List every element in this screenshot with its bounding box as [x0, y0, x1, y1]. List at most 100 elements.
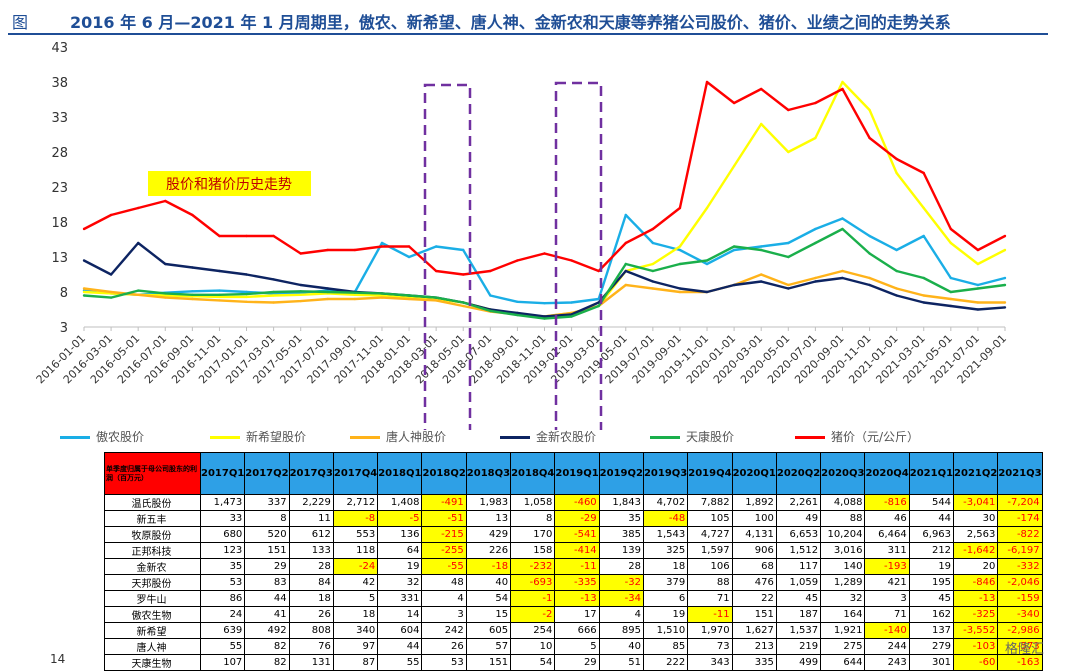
- profit-cell: 244: [864, 638, 910, 655]
- data-point: [895, 157, 898, 161]
- data-point: [949, 276, 953, 280]
- profit-cell: 385: [598, 526, 644, 543]
- profit-cell: 337: [244, 494, 290, 511]
- data-point: [1003, 306, 1007, 309]
- table-row: 新五丰 33 8 11 -8 -5 -51 13 8 -29 35 -48 105 100 49 88 46 44…: [104, 510, 1043, 527]
- profit-cell: 53: [199, 574, 246, 591]
- profit-cell: 40: [598, 638, 644, 655]
- data-point: [326, 297, 329, 301]
- data-point: [868, 283, 871, 287]
- data-point: [543, 315, 546, 318]
- profit-cell: 544: [908, 494, 955, 511]
- data-point: [462, 273, 465, 276]
- data-point: [651, 241, 655, 245]
- profit-cell: -215: [421, 526, 467, 543]
- profit-cell: 151: [731, 606, 777, 623]
- profit-cell: 325: [642, 542, 689, 559]
- profit-cell: -335: [554, 574, 600, 591]
- profit-cell: 604: [377, 622, 423, 639]
- data-point: [760, 273, 763, 276]
- data-point: [705, 206, 709, 210]
- table-row: 傲农生物 24 41 26 18 14 3 15 -2 17 4 19 -11 151 187 164 71 16…: [104, 606, 1043, 623]
- data-point: [760, 87, 763, 91]
- profit-cell: 1,597: [687, 542, 733, 559]
- profit-cell: -11: [687, 606, 733, 623]
- data-point: [136, 241, 140, 245]
- data-point: [705, 262, 709, 266]
- data-point: [516, 311, 519, 315]
- profit-cell: 254: [510, 622, 556, 639]
- data-point: [787, 241, 790, 245]
- data-point: [326, 287, 329, 290]
- profit-cell: 19: [642, 606, 689, 623]
- profit-cell: 158: [510, 542, 556, 559]
- series-line: [83, 227, 1006, 320]
- data-point: [624, 283, 627, 287]
- data-point: [787, 108, 790, 112]
- profit-cell: 137: [908, 622, 955, 639]
- profit-cell: 35: [199, 558, 246, 575]
- table-header-row: 单季度归属于母公司股东的利润（百万元） 2017Q1 2017Q2 2017Q3 20…: [104, 452, 1043, 495]
- profit-cell: 520: [244, 526, 290, 543]
- profit-cell: 42: [332, 574, 379, 591]
- data-point: [651, 287, 655, 290]
- data-point: [570, 301, 573, 304]
- legend-item: 猪价（元/公斤）: [795, 428, 919, 445]
- quarter-header: 2019Q1: [554, 452, 600, 495]
- profit-cell: -255: [421, 542, 467, 559]
- stray-axis-tick: 14: [50, 652, 66, 666]
- series-1: [82, 80, 1007, 318]
- profit-cell: 1,059: [775, 574, 822, 591]
- profit-cell: 5: [554, 638, 600, 655]
- y-tick-label: 13: [51, 251, 68, 266]
- company-name: 天邦股份: [104, 574, 201, 591]
- profit-cell: 88: [687, 574, 733, 591]
- profit-cell: 22: [731, 590, 777, 607]
- quarter-header: 2019Q3: [642, 452, 689, 495]
- data-point: [705, 290, 709, 294]
- profit-cell: 45: [908, 590, 955, 607]
- legend-label: 唐人神股价: [386, 430, 447, 444]
- data-point: [841, 227, 844, 231]
- profit-cell: -332: [997, 558, 1043, 575]
- data-point: [489, 309, 492, 313]
- data-point: [299, 283, 302, 287]
- profit-cell: 5: [332, 590, 379, 607]
- company-name: 新希望: [104, 622, 201, 639]
- data-point: [976, 287, 980, 290]
- profit-cell: 32: [820, 590, 866, 607]
- data-point: [543, 302, 546, 305]
- data-point: [1003, 248, 1007, 252]
- profit-cell: 33: [199, 510, 246, 527]
- quarter-header: 2020Q2: [775, 452, 822, 495]
- profit-cell: 164: [820, 606, 866, 623]
- data-point: [787, 150, 790, 154]
- profit-table: 单季度归属于母公司股东的利润（百万元） 2017Q1 2017Q2 2017Q3 20…: [104, 452, 1043, 671]
- profit-cell: 57: [465, 638, 512, 655]
- data-point: [732, 248, 736, 252]
- legend-label: 金新农股价: [536, 430, 597, 444]
- data-point: [407, 294, 411, 297]
- profit-cell: 105: [687, 510, 733, 527]
- profit-cell: 680: [199, 526, 246, 543]
- data-point: [678, 287, 682, 290]
- data-point: [651, 269, 655, 273]
- data-point: [787, 283, 790, 287]
- data-point: [624, 262, 627, 266]
- quarter-header: 2018Q4: [510, 452, 556, 495]
- data-point: [976, 283, 980, 287]
- profit-cell: -29: [554, 510, 600, 527]
- data-point: [191, 290, 194, 293]
- data-point: [164, 262, 167, 266]
- profit-cell: 2,229: [288, 494, 334, 511]
- quarter-header: 2018Q1: [377, 452, 423, 495]
- legend-item: 金新农股价: [500, 428, 596, 445]
- profit-cell: 44: [908, 510, 955, 527]
- profit-cell: 219: [775, 638, 822, 655]
- data-point: [326, 248, 329, 252]
- profit-cell: 2,712: [332, 494, 379, 511]
- profit-cell: 123: [199, 542, 246, 559]
- legend-item: 天康股价: [650, 428, 734, 445]
- data-point: [597, 269, 600, 273]
- data-point: [299, 299, 302, 303]
